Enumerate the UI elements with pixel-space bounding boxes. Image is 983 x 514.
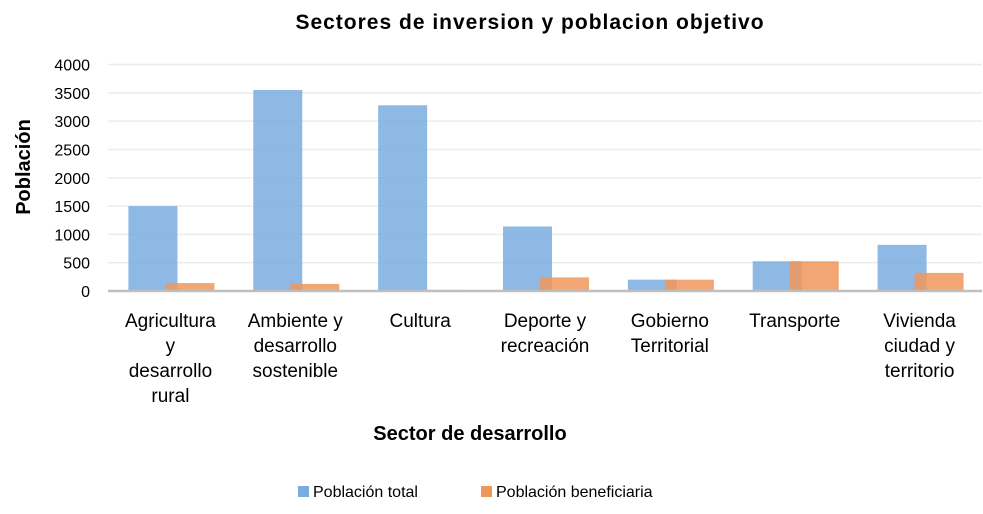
- category-label: Transporte: [749, 311, 840, 332]
- category-label-line: desarrollo: [129, 361, 212, 382]
- legend-swatch: [481, 486, 492, 497]
- bar-total: [128, 206, 178, 291]
- bar-beneficiaria: [540, 277, 589, 291]
- category-label: Cultura: [390, 311, 452, 332]
- category-label-line: rural: [151, 386, 189, 407]
- bar-beneficiaria: [165, 283, 215, 291]
- category-label-line: recreación: [501, 336, 590, 357]
- bar-total: [253, 89, 303, 291]
- y-tick-label: 2000: [54, 171, 90, 188]
- y-axis-label: Población: [13, 119, 35, 215]
- bar-total: [378, 105, 428, 292]
- category-label-line: Vivienda: [883, 311, 956, 332]
- bars: [128, 89, 964, 292]
- category-label: Ambiente y desarrollo sostenible: [248, 311, 344, 382]
- legend-label: Población beneficiaria: [496, 484, 653, 501]
- category-label-line: Cultura: [390, 311, 452, 332]
- category-label-line: Gobierno: [631, 311, 709, 332]
- category-label-line: desarrollo: [254, 336, 337, 357]
- y-tick-label: 3000: [54, 114, 90, 131]
- y-tick-label: 1500: [54, 199, 90, 216]
- x-axis-label: Sector de desarrollo: [373, 423, 566, 445]
- bar-beneficiaria: [290, 283, 340, 291]
- bar-beneficiaria: [789, 261, 839, 291]
- category-label-line: Ambiente y: [248, 311, 344, 332]
- y-tick-label: 4000: [54, 58, 90, 75]
- category-label-line: ciudad y: [884, 336, 955, 357]
- category-labels: Agricultura y desarrollo rural Ambiente y des…: [125, 311, 956, 407]
- category-label-line: sostenible: [253, 361, 339, 382]
- chart-title: Sectores de inversion y poblacion objeti…: [295, 11, 764, 34]
- category-label: Gobierno Territorial: [631, 311, 709, 357]
- y-tick-labels: 0 500 1000 1500 2000 2500 3000 3500 4000: [54, 58, 90, 302]
- category-label: Deporte y recreación: [501, 311, 590, 357]
- category-label-line: Agricultura: [125, 311, 216, 332]
- category-label-line: Deporte y: [504, 311, 587, 332]
- category-label-line: y: [166, 336, 176, 357]
- bar-beneficiaria: [664, 279, 714, 291]
- y-tick-label: 3500: [54, 86, 90, 103]
- y-tick-label: 0: [81, 284, 90, 301]
- y-tick-label: 1000: [54, 227, 90, 244]
- bar-beneficiaria: [914, 272, 964, 291]
- y-tick-label: 500: [63, 256, 90, 273]
- legend-label: Población total: [313, 484, 418, 501]
- category-label: Agricultura y desarrollo rural: [125, 311, 216, 407]
- category-label: Vivienda ciudad y territorio: [883, 311, 956, 382]
- category-label-line: Territorial: [631, 336, 709, 357]
- legend-swatch: [298, 486, 309, 497]
- bar-total: [627, 279, 677, 291]
- y-tick-label: 2500: [54, 142, 90, 159]
- category-label-line: territorio: [885, 361, 955, 382]
- category-label-line: Transporte: [749, 311, 840, 332]
- legend: Población total Población beneficiaria: [298, 484, 653, 501]
